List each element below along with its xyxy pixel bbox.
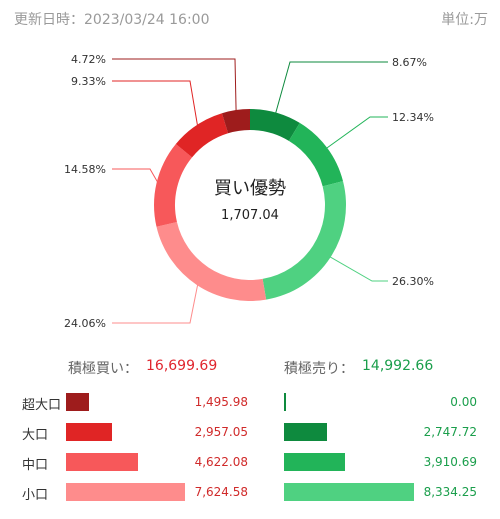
slice-percent-label: 4.72% xyxy=(71,53,106,66)
donut-slice xyxy=(221,109,250,134)
sell-value: 0.00 xyxy=(450,395,477,409)
buy-value: 1,495.98 xyxy=(194,395,248,409)
sell-total-value: 14,992.66 xyxy=(362,358,434,374)
leader-line xyxy=(325,116,388,150)
sell-value: 3,910.69 xyxy=(423,455,477,469)
leader-line xyxy=(112,58,237,113)
sell-bar xyxy=(284,393,286,411)
unit-label: 単位:万 xyxy=(441,12,488,28)
sell-bar xyxy=(284,453,345,471)
sell-total-label: 積極売り： xyxy=(284,361,354,377)
buy-bar xyxy=(66,423,113,441)
leader-line xyxy=(112,283,199,324)
center-title: 買い優勢 xyxy=(214,178,286,199)
sell-bar xyxy=(284,423,327,441)
sell-value: 2,747.72 xyxy=(423,425,477,439)
updated-time: 更新日時：2023/03/24 16:00 xyxy=(14,12,210,28)
donut-slice xyxy=(262,181,347,300)
buy-total-label: 積極買い： xyxy=(68,361,138,377)
buy-bar xyxy=(66,483,185,501)
buy-value: 7,624.58 xyxy=(194,485,248,499)
buy-value: 2,957.05 xyxy=(194,425,248,439)
row-label: 超大口 xyxy=(22,398,62,413)
slice-percent-label: 9.33% xyxy=(71,75,106,88)
buy-value: 4,622.08 xyxy=(194,455,248,469)
donut-chart: 8.67%12.34%26.30%24.06%14.58%9.33%4.72% … xyxy=(64,53,434,330)
row-label: 大口 xyxy=(22,428,49,443)
donut-slice xyxy=(288,122,343,187)
buy-total-value: 16,699.69 xyxy=(146,358,218,374)
row-label: 中口 xyxy=(22,458,49,473)
leader-line xyxy=(112,80,199,127)
donut-slice xyxy=(175,113,229,158)
center-value: 1,707.04 xyxy=(221,208,279,223)
slice-percent-label: 8.67% xyxy=(392,56,427,69)
buy-bar xyxy=(66,393,90,411)
slice-percent-label: 12.34% xyxy=(392,111,434,124)
donut-slice xyxy=(154,144,193,227)
slice-percent-label: 26.30% xyxy=(392,275,434,288)
leader-line xyxy=(328,255,388,282)
row-label: 小口 xyxy=(22,488,49,503)
leader-line xyxy=(274,61,388,115)
donut-slice xyxy=(156,221,267,301)
slice-percent-label: 14.58% xyxy=(64,163,106,176)
donut-slice xyxy=(250,109,300,141)
sell-bar xyxy=(284,483,414,501)
slice-percent-label: 24.06% xyxy=(64,317,106,330)
buy-bar xyxy=(66,453,139,471)
sell-value: 8,334.25 xyxy=(423,485,477,499)
leader-line xyxy=(112,168,159,184)
